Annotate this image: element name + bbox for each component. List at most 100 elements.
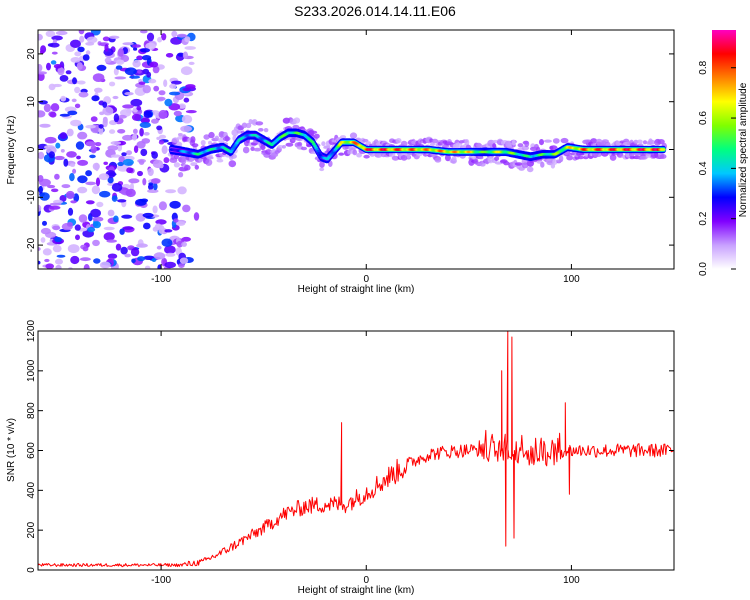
- ridge-halo: [558, 155, 564, 163]
- snr-ylabel: SNR (10 * v/v): [6, 418, 17, 482]
- colorbar-ticks: 0.0 0.2 0.4 0.6 0.8: [698, 60, 736, 276]
- spectrogram-xlabel: Height of straight line (km): [298, 284, 415, 295]
- noise-blob: [161, 33, 167, 41]
- noise-blob: [42, 220, 47, 226]
- noise-blob: [85, 170, 92, 177]
- noise-blob: [131, 258, 136, 264]
- ridge-halo: [184, 164, 191, 171]
- noise-blob: [67, 207, 74, 216]
- ridge-halo: [319, 161, 325, 168]
- noise-blob: [185, 110, 197, 114]
- noise-blob: [65, 190, 75, 200]
- noise-blob: [103, 161, 108, 165]
- noise-blob: [59, 132, 67, 140]
- noise-blob: [171, 80, 182, 85]
- ridge-halo: [543, 139, 552, 143]
- noise-blob: [102, 101, 108, 108]
- noise-blob: [146, 71, 152, 78]
- noise-blob: [182, 87, 191, 92]
- snr-series-line: [38, 331, 674, 568]
- noise-blob: [119, 228, 125, 235]
- noise-blob: [133, 145, 139, 153]
- ridge-halo: [349, 132, 358, 139]
- noise-blob: [44, 258, 50, 263]
- noise-blob: [180, 66, 193, 76]
- ridge-halo: [241, 122, 248, 129]
- ridge-halo: [181, 158, 187, 165]
- noise-blob: [178, 172, 184, 178]
- noise-blob: [110, 141, 122, 145]
- noise-blob: [173, 162, 180, 168]
- ridge-halo: [503, 161, 510, 166]
- noise-blob: [102, 106, 114, 116]
- noise-blob: [38, 33, 43, 41]
- noise-blob: [39, 192, 50, 201]
- noise-blob: [126, 167, 134, 174]
- colorbar-tick-label: 0.4: [698, 161, 709, 175]
- noise-blob: [96, 64, 107, 71]
- snr-ytick-label: 400: [26, 482, 37, 499]
- noise-blob: [117, 114, 127, 119]
- ridge-halo: [566, 155, 573, 161]
- noise-blob: [139, 122, 151, 128]
- snr-xlabel: Height of straight line (km): [298, 585, 415, 596]
- noise-blob: [74, 103, 81, 109]
- ridge-halo: [178, 133, 183, 137]
- ridge-halo: [400, 154, 408, 161]
- spectrogram-ytick-label: 10: [26, 96, 37, 108]
- noise-blob: [70, 119, 82, 127]
- noise-blob: [124, 67, 137, 76]
- noise-blob: [48, 205, 61, 210]
- noise-blob: [99, 261, 111, 269]
- ridge-halo: [451, 155, 457, 162]
- noise-blob: [165, 53, 174, 58]
- ridge-halo: [637, 139, 643, 145]
- ridge-halo: [511, 139, 516, 146]
- noise-blob: [165, 189, 177, 194]
- noise-blob: [136, 105, 142, 111]
- ridge-halo: [258, 128, 264, 132]
- noise-blob: [184, 36, 191, 43]
- noise-blob: [181, 114, 193, 124]
- noise-blob: [130, 98, 143, 107]
- colorbar-label: Normalized spectral amplitude: [738, 82, 749, 217]
- noise-blob: [59, 195, 67, 202]
- noise-blob: [102, 118, 108, 128]
- noise-blob: [69, 173, 75, 182]
- noise-blob: [79, 257, 91, 262]
- noise-blob: [54, 173, 60, 180]
- noise-blob: [155, 219, 167, 225]
- noise-blob: [67, 110, 78, 116]
- noise-blob: [77, 159, 89, 166]
- noise-blob: [107, 253, 118, 259]
- snr-ytick-label: 200: [26, 521, 37, 538]
- ridge-halo: [255, 121, 264, 126]
- noise-blob: [77, 131, 88, 140]
- noise-blob: [182, 51, 188, 59]
- ridge-core: [661, 148, 666, 151]
- noise-blob: [92, 73, 105, 82]
- spectrogram-ytick-label: 20: [26, 48, 37, 60]
- figure-title: S233.2026.014.14.11.E06: [294, 3, 456, 19]
- noise-blob: [71, 98, 77, 103]
- ridge-halo: [444, 154, 451, 162]
- noise-blob: [138, 81, 146, 85]
- snr-xtick-label: 100: [563, 575, 580, 586]
- noise-blob: [94, 87, 103, 93]
- noise-blob: [124, 253, 131, 258]
- noise-blob: [158, 109, 168, 119]
- noise-blob: [140, 148, 148, 157]
- noise-blob: [79, 35, 85, 43]
- noise-blob: [90, 208, 101, 218]
- colorbar-gradient: [712, 30, 736, 269]
- noise-blob: [156, 245, 162, 250]
- noise-blob: [38, 151, 45, 160]
- ridge-halo: [285, 142, 294, 147]
- noise-blob: [67, 244, 80, 254]
- ridge-halo: [363, 154, 370, 159]
- noise-blob: [147, 189, 159, 194]
- noise-blob: [178, 103, 187, 109]
- noise-blob: [50, 103, 60, 112]
- noise-blob: [51, 188, 59, 193]
- noise-blob: [66, 128, 74, 137]
